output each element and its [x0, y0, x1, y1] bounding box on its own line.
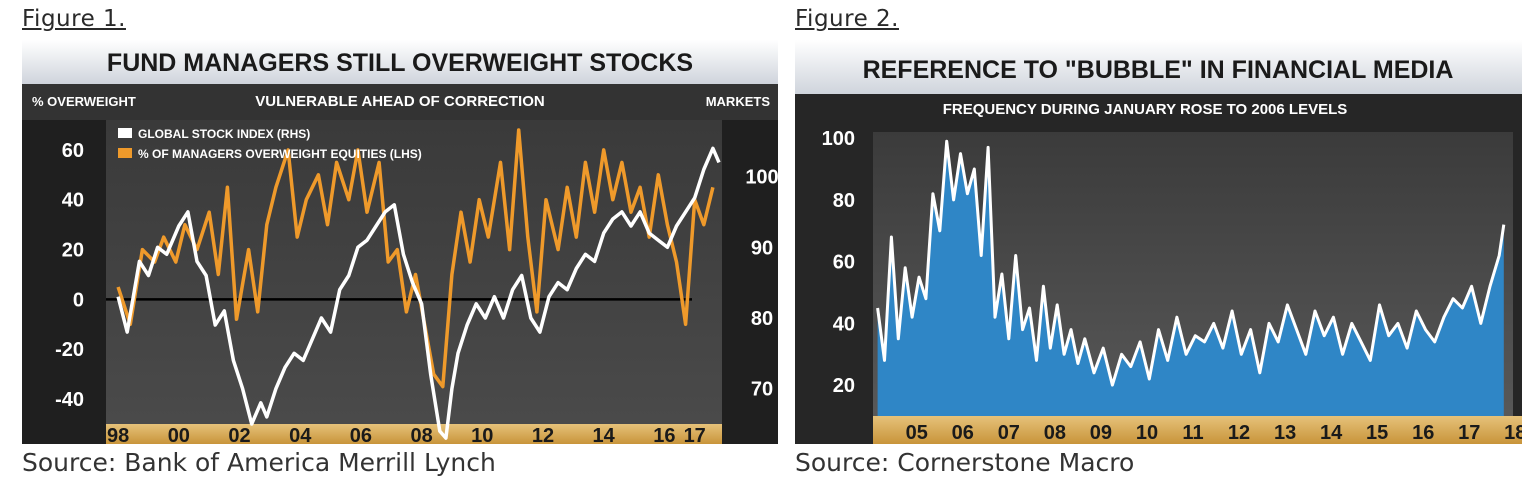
x-tick-label: 06: [350, 425, 372, 444]
y-tick-label: 40: [833, 313, 855, 335]
x-tick-label: 17: [1458, 422, 1480, 444]
x-tick-label: 07: [998, 422, 1020, 444]
x-tick-label: 16: [653, 425, 675, 444]
legend-label-stock-index: GLOBAL STOCK INDEX (RHS): [138, 127, 310, 141]
y-tick-label: 0: [73, 289, 84, 311]
y-tick-label: 60: [62, 140, 84, 162]
x-tick-label: 11: [1182, 422, 1203, 444]
x-tick-label: 14: [1320, 422, 1343, 444]
y2-tick-label: 70: [751, 379, 773, 401]
chart-bubble-references: REFERENCE TO "BUBBLE" IN FINANCIAL MEDIA…: [795, 40, 1522, 444]
x-tick-label: 13: [1274, 422, 1296, 444]
plot-area: [106, 120, 722, 424]
x-tick-label: 14: [593, 425, 616, 444]
x-tick-label: 15: [1366, 422, 1388, 444]
y2-tick-label: 100: [745, 167, 778, 189]
chart-subtitle: FREQUENCY DURING JANUARY ROSE TO 2006 LE…: [943, 101, 1348, 118]
x-tick-label: 17: [684, 425, 706, 444]
x-axis-band: [106, 424, 722, 444]
y2-tick-label: 90: [751, 237, 773, 259]
y-tick-label: 100: [822, 128, 855, 150]
subtitle-bar: [22, 84, 778, 120]
figure-2-label: Figure 2.: [795, 6, 899, 32]
series-line-stock-index: [116, 146, 721, 440]
title-bar: [795, 40, 1522, 94]
legend: GLOBAL STOCK INDEX (RHS) % OF MANAGERS O…: [118, 127, 422, 161]
figure-1-source: Source: Bank of America Merrill Lynch: [22, 448, 496, 477]
figure-2-source: Source: Cornerstone Macro: [795, 448, 1135, 477]
x-tick-label: 10: [1136, 422, 1158, 444]
chart-fund-managers: FUND MANAGERS STILL OVERWEIGHT STOCKS % …: [22, 40, 778, 444]
x-tick-label: 12: [532, 425, 554, 444]
y-tick-label: 60: [833, 252, 855, 274]
x-axis-band: [873, 416, 1522, 444]
figure-1-label: Figure 1.: [22, 6, 126, 32]
legend-swatch-managers-overweight: [118, 148, 132, 158]
x-tick-label: 18: [1504, 422, 1522, 444]
x-tick-label: 08: [410, 425, 432, 444]
x-tick-label: 06: [952, 422, 974, 444]
y-tick-label: -40: [55, 389, 84, 411]
y-tick-label: 40: [62, 190, 84, 212]
chart-title: REFERENCE TO "BUBBLE" IN FINANCIAL MEDIA: [863, 56, 1454, 84]
legend-swatch-stock-index: [118, 128, 132, 138]
title-bar: [22, 40, 778, 84]
x-tick-label: 05: [906, 422, 928, 444]
x-tick-label: 09: [1090, 422, 1112, 444]
x-tick-label: 12: [1228, 422, 1250, 444]
x-tick-label: 04: [289, 425, 312, 444]
chart-title: FUND MANAGERS STILL OVERWEIGHT STOCKS: [107, 49, 693, 77]
y-axis-label-right: MARKETS: [706, 94, 771, 109]
chart-subtitle: VULNERABLE AHEAD OF CORRECTION: [255, 93, 544, 110]
x-tick-label: 08: [1044, 422, 1066, 444]
x-tick-label: 98: [107, 425, 129, 444]
series-line: [876, 139, 1506, 387]
x-tick-label: 02: [228, 425, 250, 444]
y2-tick-label: 80: [751, 308, 773, 330]
x-tick-label: 10: [471, 425, 493, 444]
y-axis-label-left: % OVERWEIGHT: [32, 94, 136, 109]
legend-label-managers-overweight: % OF MANAGERS OVERWEIGHT EQUITIES (LHS): [138, 147, 422, 161]
y-tick-label: 20: [62, 240, 84, 262]
y-tick-label: -20: [55, 339, 84, 361]
x-tick-label: 00: [168, 425, 190, 444]
y-tick-label: 80: [833, 190, 855, 212]
x-tick-label: 16: [1412, 422, 1434, 444]
y-tick-label: 20: [833, 375, 855, 397]
